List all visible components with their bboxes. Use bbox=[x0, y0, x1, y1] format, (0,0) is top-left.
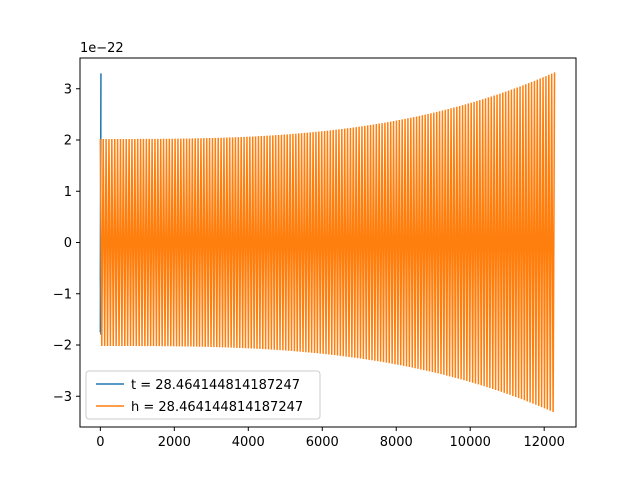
y-tick-label: −3 bbox=[53, 390, 72, 405]
x-tick-label: 12000 bbox=[524, 435, 565, 450]
y-tick-label: 1 bbox=[64, 185, 72, 200]
legend-box bbox=[85, 370, 321, 420]
y-tick-label: −2 bbox=[53, 339, 72, 354]
offset-label: 1e−22 bbox=[80, 41, 124, 56]
x-tick-label: 6000 bbox=[306, 435, 339, 450]
x-axis: 0 2000 4000 6000 8000 10000 12000 bbox=[96, 427, 565, 450]
y-tick-label: 3 bbox=[64, 82, 72, 97]
x-tick-label: 2000 bbox=[158, 435, 191, 450]
series-layer bbox=[99, 72, 556, 413]
x-tick-label: 8000 bbox=[380, 435, 413, 450]
x-tick-label: 0 bbox=[96, 435, 104, 450]
legend-label-h: h = 28.464144814187247 bbox=[131, 400, 303, 415]
x-tick-label: 10000 bbox=[450, 435, 491, 450]
legend: t = 28.464144814187247 h = 28.4641448141… bbox=[85, 370, 321, 420]
y-axis: 3 2 1 0 −1 −2 −3 bbox=[53, 82, 80, 405]
y-tick-label: 2 bbox=[64, 134, 72, 149]
series-h-line bbox=[99, 72, 556, 413]
y-tick-label: −1 bbox=[53, 287, 72, 302]
y-tick-label: 0 bbox=[64, 236, 72, 251]
legend-label-t: t = 28.464144814187247 bbox=[131, 378, 300, 393]
x-tick-label: 4000 bbox=[232, 435, 265, 450]
